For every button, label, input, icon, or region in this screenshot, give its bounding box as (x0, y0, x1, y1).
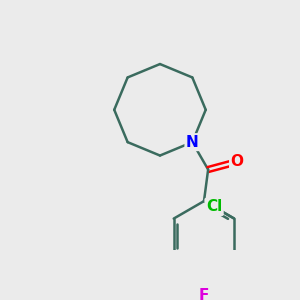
Text: Cl: Cl (206, 200, 222, 214)
Text: N: N (186, 135, 199, 150)
Text: F: F (199, 288, 209, 300)
Text: O: O (231, 154, 244, 169)
